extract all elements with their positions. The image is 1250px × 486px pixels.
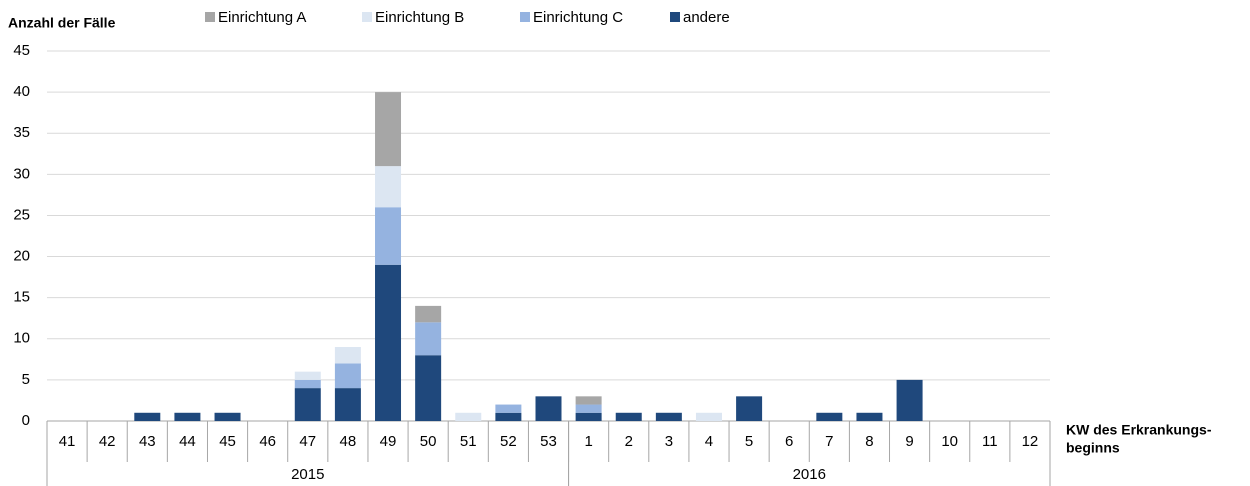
y-tick-label: 5 bbox=[22, 371, 30, 388]
y-tick-label: 35 bbox=[13, 124, 30, 141]
bar-segment bbox=[214, 412, 241, 421]
y-tick-label: 45 bbox=[13, 42, 30, 59]
bar-segment bbox=[575, 404, 602, 413]
x-tick-label: 4 bbox=[705, 433, 713, 450]
x-tick-label: 11 bbox=[982, 433, 998, 450]
legend-label: Einrichtung C bbox=[533, 9, 623, 26]
bar-segment bbox=[695, 412, 722, 421]
bar-segment bbox=[816, 412, 843, 421]
x-tick-label: 10 bbox=[941, 433, 958, 450]
x-tick-label: 45 bbox=[219, 433, 236, 450]
bar-segment bbox=[455, 412, 482, 421]
y-tick-label: 25 bbox=[13, 206, 30, 223]
legend-swatch bbox=[520, 12, 530, 22]
x-tick-label: 3 bbox=[665, 433, 673, 450]
x-tick-label: 2 bbox=[625, 433, 633, 450]
x-tick-label: 48 bbox=[340, 433, 357, 450]
y-tick-label: 30 bbox=[13, 165, 30, 182]
bar-segment bbox=[415, 305, 442, 323]
legend-swatch bbox=[205, 12, 215, 22]
bar-segment bbox=[294, 388, 321, 421]
x-tick-label: 1 bbox=[584, 433, 592, 450]
y-tick-label: 40 bbox=[13, 83, 30, 100]
group-label: 2016 bbox=[793, 466, 826, 483]
x-axis-label: beginns bbox=[1066, 440, 1120, 456]
bar-segment bbox=[575, 396, 602, 405]
bar-segment bbox=[856, 412, 883, 421]
bar-segment bbox=[736, 396, 763, 421]
bar-segment bbox=[294, 371, 321, 380]
x-tick-label: 51 bbox=[460, 433, 477, 450]
y-tick-label: 15 bbox=[13, 289, 30, 306]
group-label: 2015 bbox=[291, 466, 324, 483]
legend-swatch bbox=[670, 12, 680, 22]
bar-segment bbox=[375, 92, 402, 167]
x-tick-label: 8 bbox=[865, 433, 873, 450]
bar-segment bbox=[134, 412, 161, 421]
bar-segment bbox=[415, 322, 442, 356]
x-tick-label: 42 bbox=[99, 433, 116, 450]
legend-label: Einrichtung B bbox=[375, 9, 464, 26]
legend-swatch bbox=[362, 12, 372, 22]
bar-segment bbox=[375, 264, 402, 421]
x-tick-label: 7 bbox=[825, 433, 833, 450]
x-tick-label: 49 bbox=[380, 433, 397, 450]
x-tick-label: 46 bbox=[259, 433, 276, 450]
bar-segment bbox=[495, 404, 522, 413]
x-tick-label: 6 bbox=[785, 433, 793, 450]
bar-segment bbox=[334, 347, 361, 364]
bar-segment bbox=[535, 396, 562, 421]
x-axis-label: KW des Erkrankungs- bbox=[1066, 422, 1212, 438]
bar-segment bbox=[375, 207, 402, 265]
x-tick-label: 43 bbox=[139, 433, 156, 450]
x-tick-label: 50 bbox=[420, 433, 437, 450]
x-tick-label: 44 bbox=[179, 433, 196, 450]
bar-segment bbox=[575, 412, 602, 421]
bar-segment bbox=[615, 412, 642, 421]
legend-label: andere bbox=[683, 9, 730, 26]
bar-segment bbox=[375, 166, 402, 208]
bar-segment bbox=[294, 379, 321, 389]
x-tick-label: 12 bbox=[1022, 433, 1039, 450]
bar-segment bbox=[334, 388, 361, 421]
bar-segment bbox=[896, 379, 923, 421]
x-tick-label: 53 bbox=[540, 433, 557, 450]
x-tick-label: 5 bbox=[745, 433, 753, 450]
y-tick-label: 0 bbox=[22, 412, 30, 429]
x-tick-label: 9 bbox=[905, 433, 913, 450]
bar-segment bbox=[495, 412, 522, 421]
x-tick-label: 52 bbox=[500, 433, 517, 450]
y-axis-label: Anzahl der Fälle bbox=[8, 15, 116, 31]
x-tick-label: 41 bbox=[59, 433, 76, 450]
bar-segment bbox=[334, 363, 361, 389]
bar-segment bbox=[655, 412, 682, 421]
bar-segment bbox=[174, 412, 201, 421]
y-tick-label: 10 bbox=[13, 330, 30, 347]
legend-label: Einrichtung A bbox=[218, 9, 306, 26]
x-tick-label: 47 bbox=[299, 433, 316, 450]
y-tick-label: 20 bbox=[13, 248, 30, 265]
bar-segment bbox=[415, 355, 442, 421]
